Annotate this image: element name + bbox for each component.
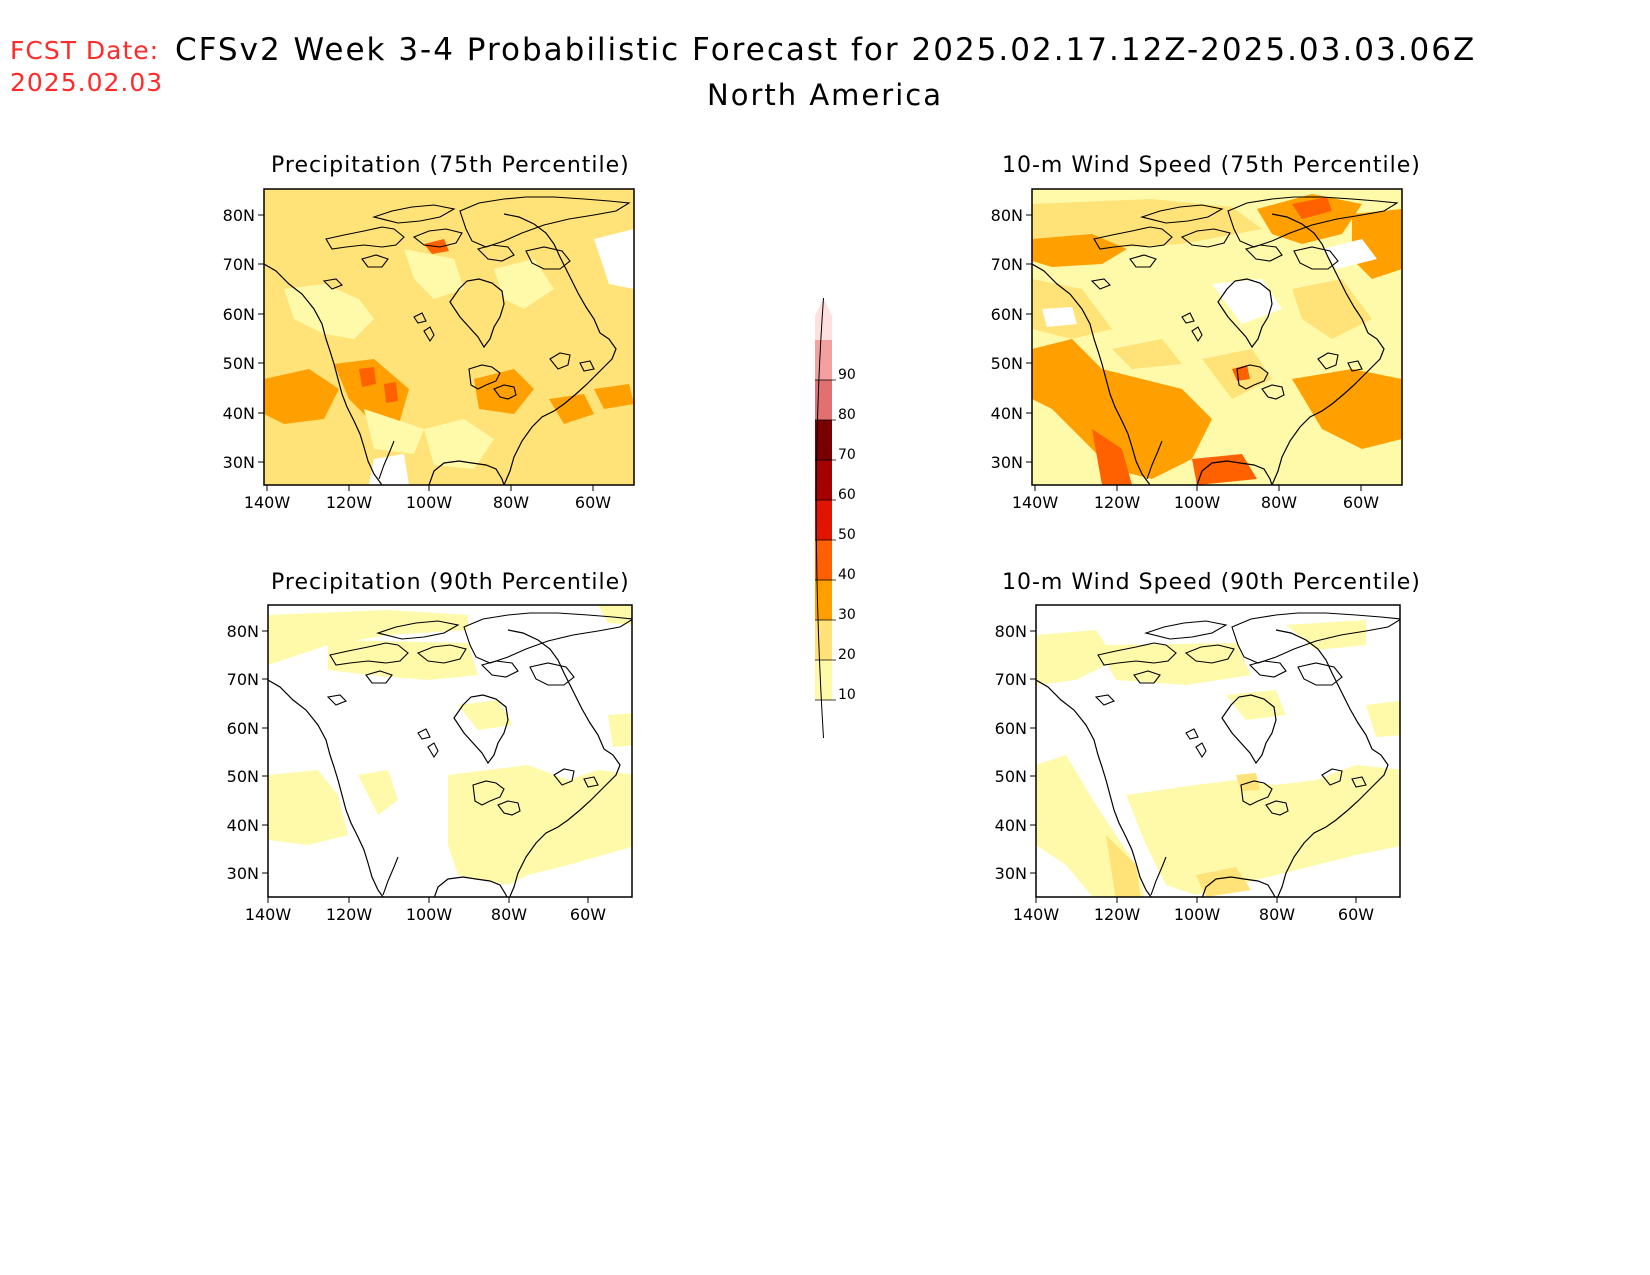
- colorbar-swatch: [815, 580, 832, 620]
- lat-label: 30N: [223, 453, 255, 472]
- lon-label: 60W: [1338, 905, 1374, 924]
- lat-label: 50N: [223, 354, 255, 373]
- map-precip-75: [263, 188, 635, 486]
- lat-label: 70N: [995, 670, 1027, 689]
- lon-label: 80W: [491, 905, 527, 924]
- lat-label: 30N: [995, 864, 1027, 883]
- lat-label: 60N: [991, 305, 1023, 324]
- lon-label: 100W: [406, 905, 453, 924]
- lon-label: 140W: [1013, 905, 1060, 924]
- lat-label: 80N: [995, 622, 1027, 641]
- lon-label: 100W: [406, 493, 453, 512]
- colorbar-label: 60: [838, 487, 856, 503]
- lon-label: 120W: [326, 905, 373, 924]
- lat-label: 60N: [995, 719, 1027, 738]
- colorbar-swatch: [815, 660, 832, 700]
- colorbar-swatch: [815, 340, 832, 380]
- colorbar-label: 40: [838, 567, 856, 583]
- lat-label: 60N: [227, 719, 259, 738]
- lat-label: 30N: [227, 864, 259, 883]
- lat-label: 80N: [227, 622, 259, 641]
- lon-label: 60W: [1343, 493, 1379, 512]
- lat-label: 50N: [991, 354, 1023, 373]
- lon-label: 100W: [1174, 905, 1221, 924]
- lon-label: 60W: [575, 493, 611, 512]
- colorbar-swatch: [815, 500, 832, 540]
- colorbar-swatch: [815, 540, 832, 580]
- lon-label: 120W: [326, 493, 373, 512]
- lat-label: 70N: [223, 255, 255, 274]
- map-wind-90: [1035, 604, 1401, 898]
- lon-label: 80W: [1261, 493, 1297, 512]
- lon-label: 100W: [1174, 493, 1221, 512]
- colorbar-label: 90: [838, 367, 856, 383]
- lat-label: 40N: [227, 816, 259, 835]
- lat-label: 30N: [991, 453, 1023, 472]
- colorbar-swatch: [815, 420, 832, 460]
- colorbar-swatch: [815, 620, 832, 660]
- panel-title-wind-90: 10-m Wind Speed (90th Percentile): [1002, 570, 1421, 595]
- lat-label: 50N: [227, 767, 259, 786]
- lat-label: 40N: [995, 816, 1027, 835]
- colorbar-label: 70: [838, 447, 856, 463]
- lon-label: 140W: [1012, 493, 1059, 512]
- lon-label: 120W: [1094, 493, 1141, 512]
- colorbar-label: 30: [838, 607, 856, 623]
- lat-label: 40N: [223, 404, 255, 423]
- lat-label: 80N: [991, 206, 1023, 225]
- lon-label: 80W: [1259, 905, 1295, 924]
- panel-title-precip-75: Precipitation (75th Percentile): [271, 153, 630, 178]
- region-subtitle: North America: [707, 78, 943, 112]
- panel-title-wind-75: 10-m Wind Speed (75th Percentile): [1002, 153, 1421, 178]
- forecast-date-value: 2025.02.03: [10, 68, 164, 97]
- lon-label: 140W: [244, 493, 291, 512]
- colorbar-label: 10: [838, 687, 856, 703]
- colorbar: 10 20 30 40 50 60 70 80 90: [815, 297, 856, 739]
- map-axes: 80N 70N 60N 50N 40N 30N 140W 120W 100W 80W 60W 80N 7…: [223, 206, 1380, 924]
- panel-title-precip-90: Precipitation (90th Percentile): [271, 570, 630, 595]
- map-precip-90: [267, 604, 633, 898]
- lon-label: 120W: [1094, 905, 1141, 924]
- colorbar-label: 50: [838, 527, 856, 543]
- map-wind-75: [1031, 188, 1403, 486]
- lat-label: 60N: [223, 305, 255, 324]
- colorbar-label: 20: [838, 647, 856, 663]
- colorbar-edge: [815, 297, 824, 739]
- page-title: CFSv2 Week 3-4 Probabilistic Forecast fo…: [175, 32, 1477, 68]
- lat-label: 50N: [995, 767, 1027, 786]
- lat-label: 70N: [991, 255, 1023, 274]
- colorbar-label: 80: [838, 407, 856, 423]
- lon-label: 140W: [245, 905, 292, 924]
- forecast-date-label: FCST Date:: [10, 36, 160, 65]
- lat-label: 40N: [991, 404, 1023, 423]
- lat-label: 80N: [223, 206, 255, 225]
- colorbar-swatch: [815, 298, 832, 340]
- lon-label: 60W: [570, 905, 606, 924]
- colorbar-swatch: [815, 380, 832, 420]
- lat-label: 70N: [227, 670, 259, 689]
- colorbar-swatch: [815, 460, 832, 500]
- lon-label: 80W: [493, 493, 529, 512]
